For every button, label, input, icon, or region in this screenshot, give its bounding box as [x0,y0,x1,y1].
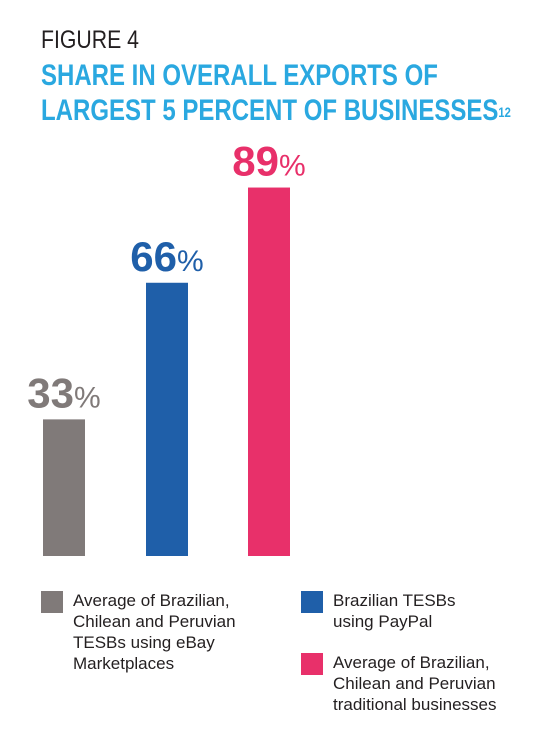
title-footnote: 12 [498,104,511,120]
bar-paypal [146,282,188,556]
legend-line: Average of Brazilian, [73,591,230,610]
legend-line: Chilean and Peruvian [73,612,236,631]
data-label-value: 33 [27,369,74,416]
legend-label-traditional: Average of Brazilian, Chilean and Peruvi… [333,652,496,715]
bar-traditional [248,187,290,557]
legend-line: Brazilian TESBs [333,591,456,610]
legend-item-ebay: Average of Brazilian, Chilean and Peruvi… [41,590,236,674]
chart-title: SHARE IN OVERALL EXPORTS OF LARGEST 5 PE… [41,58,511,128]
data-label-unit: % [74,381,101,414]
bar-ebay [43,419,85,556]
legend-swatch-ebay [41,591,63,613]
figure-label: FIGURE 4 [41,26,140,54]
data-label-value: 66 [130,233,177,280]
data-label-unit: % [177,245,204,278]
legend-item-traditional: Average of Brazilian, Chilean and Peruvi… [301,652,496,715]
legend-item-paypal: Brazilian TESBs using PayPal [301,590,456,632]
legend-line: Chilean and Peruvian [333,674,496,693]
data-label-value: 89 [232,138,279,185]
data-label-paypal: 66% [130,233,203,280]
data-label-ebay: 33% [27,369,100,416]
chart-title-line-2: LARGEST 5 PERCENT OF BUSINESSES12 [41,93,511,128]
legend-line: Marketplaces [73,654,175,673]
legend-line: using PayPal [333,612,433,631]
legend-line: Average of Brazilian, [333,653,490,672]
legend-label-paypal: Brazilian TESBs using PayPal [333,590,456,632]
legend-line: traditional businesses [333,695,497,714]
legend-swatch-traditional [301,653,323,675]
legend-line: TESBs using eBay [73,633,215,652]
data-label-unit: % [279,150,306,183]
legend-swatch-paypal [301,591,323,613]
chart-title-line-2-text: LARGEST 5 PERCENT OF BUSINESSES [41,94,499,127]
chart-title-line-1: SHARE IN OVERALL EXPORTS OF [41,59,438,92]
data-label-traditional: 89% [232,138,305,185]
legend-label-ebay: Average of Brazilian, Chilean and Peruvi… [73,590,236,674]
